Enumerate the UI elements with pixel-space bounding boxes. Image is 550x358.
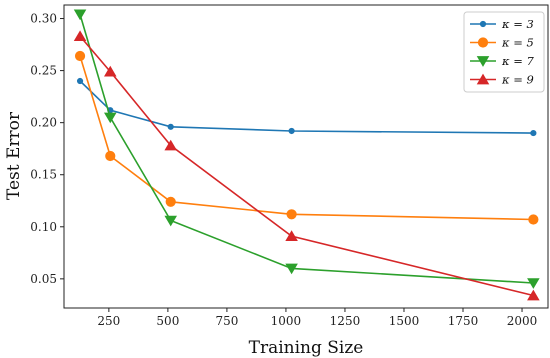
legend-box	[463, 11, 545, 93]
legend-label: κ = 5	[501, 36, 534, 50]
data-point	[73, 30, 87, 42]
legend-marker	[476, 73, 490, 85]
x-tick-label: 1750	[448, 314, 479, 328]
x-axis-title: Training Size	[249, 338, 364, 358]
legend-marker	[477, 37, 489, 48]
data-point	[164, 215, 177, 227]
data-point	[528, 214, 539, 225]
data-point	[167, 123, 174, 130]
data-point	[285, 263, 298, 275]
data-point	[288, 127, 295, 135]
y-tick-label: 0.25	[30, 64, 57, 78]
x-tick-label: 250	[97, 314, 120, 328]
data-point	[164, 139, 177, 151]
y-tick-label: 0.10	[30, 220, 57, 234]
data-point	[527, 278, 540, 289]
x-tick-label: 1250	[330, 314, 361, 328]
x-tick-label: 1500	[389, 314, 420, 328]
data-point	[74, 50, 86, 62]
data-point	[73, 9, 87, 21]
x-tick-label: 750	[215, 314, 238, 328]
legend-marker	[479, 20, 487, 28]
data-point	[530, 129, 537, 137]
y-axis-title: Test Error	[4, 111, 24, 200]
data-point	[104, 65, 117, 77]
legend-marker	[476, 56, 490, 67]
data-point	[104, 112, 117, 124]
x-tick-label: 2000	[507, 314, 538, 328]
data-point	[165, 196, 176, 207]
plot-area: 250 500 750 1000 1250 1500 1750 2000 0.05 0.10 0.1…	[30, 9, 540, 328]
y-tick-label: 0.30	[30, 12, 57, 26]
data-point	[105, 150, 116, 162]
data-point	[285, 230, 298, 241]
x-tick-label: 500	[156, 314, 179, 328]
legend: κ = 3 κ = 5 κ = 7 κ = 9	[463, 11, 545, 93]
data-point	[286, 209, 297, 220]
data-point	[76, 77, 84, 85]
data-point	[527, 289, 540, 301]
y-tick-label: 0.05	[30, 272, 57, 286]
legend-label: κ = 3	[501, 17, 534, 31]
legend-label: κ = 7	[501, 54, 534, 68]
x-tick-label: 1000	[271, 314, 302, 328]
plot-frame	[63, 4, 549, 309]
y-tick-label: 0.15	[30, 168, 57, 182]
legend-label: κ = 9	[501, 73, 534, 87]
y-tick-label: 0.20	[30, 116, 57, 130]
